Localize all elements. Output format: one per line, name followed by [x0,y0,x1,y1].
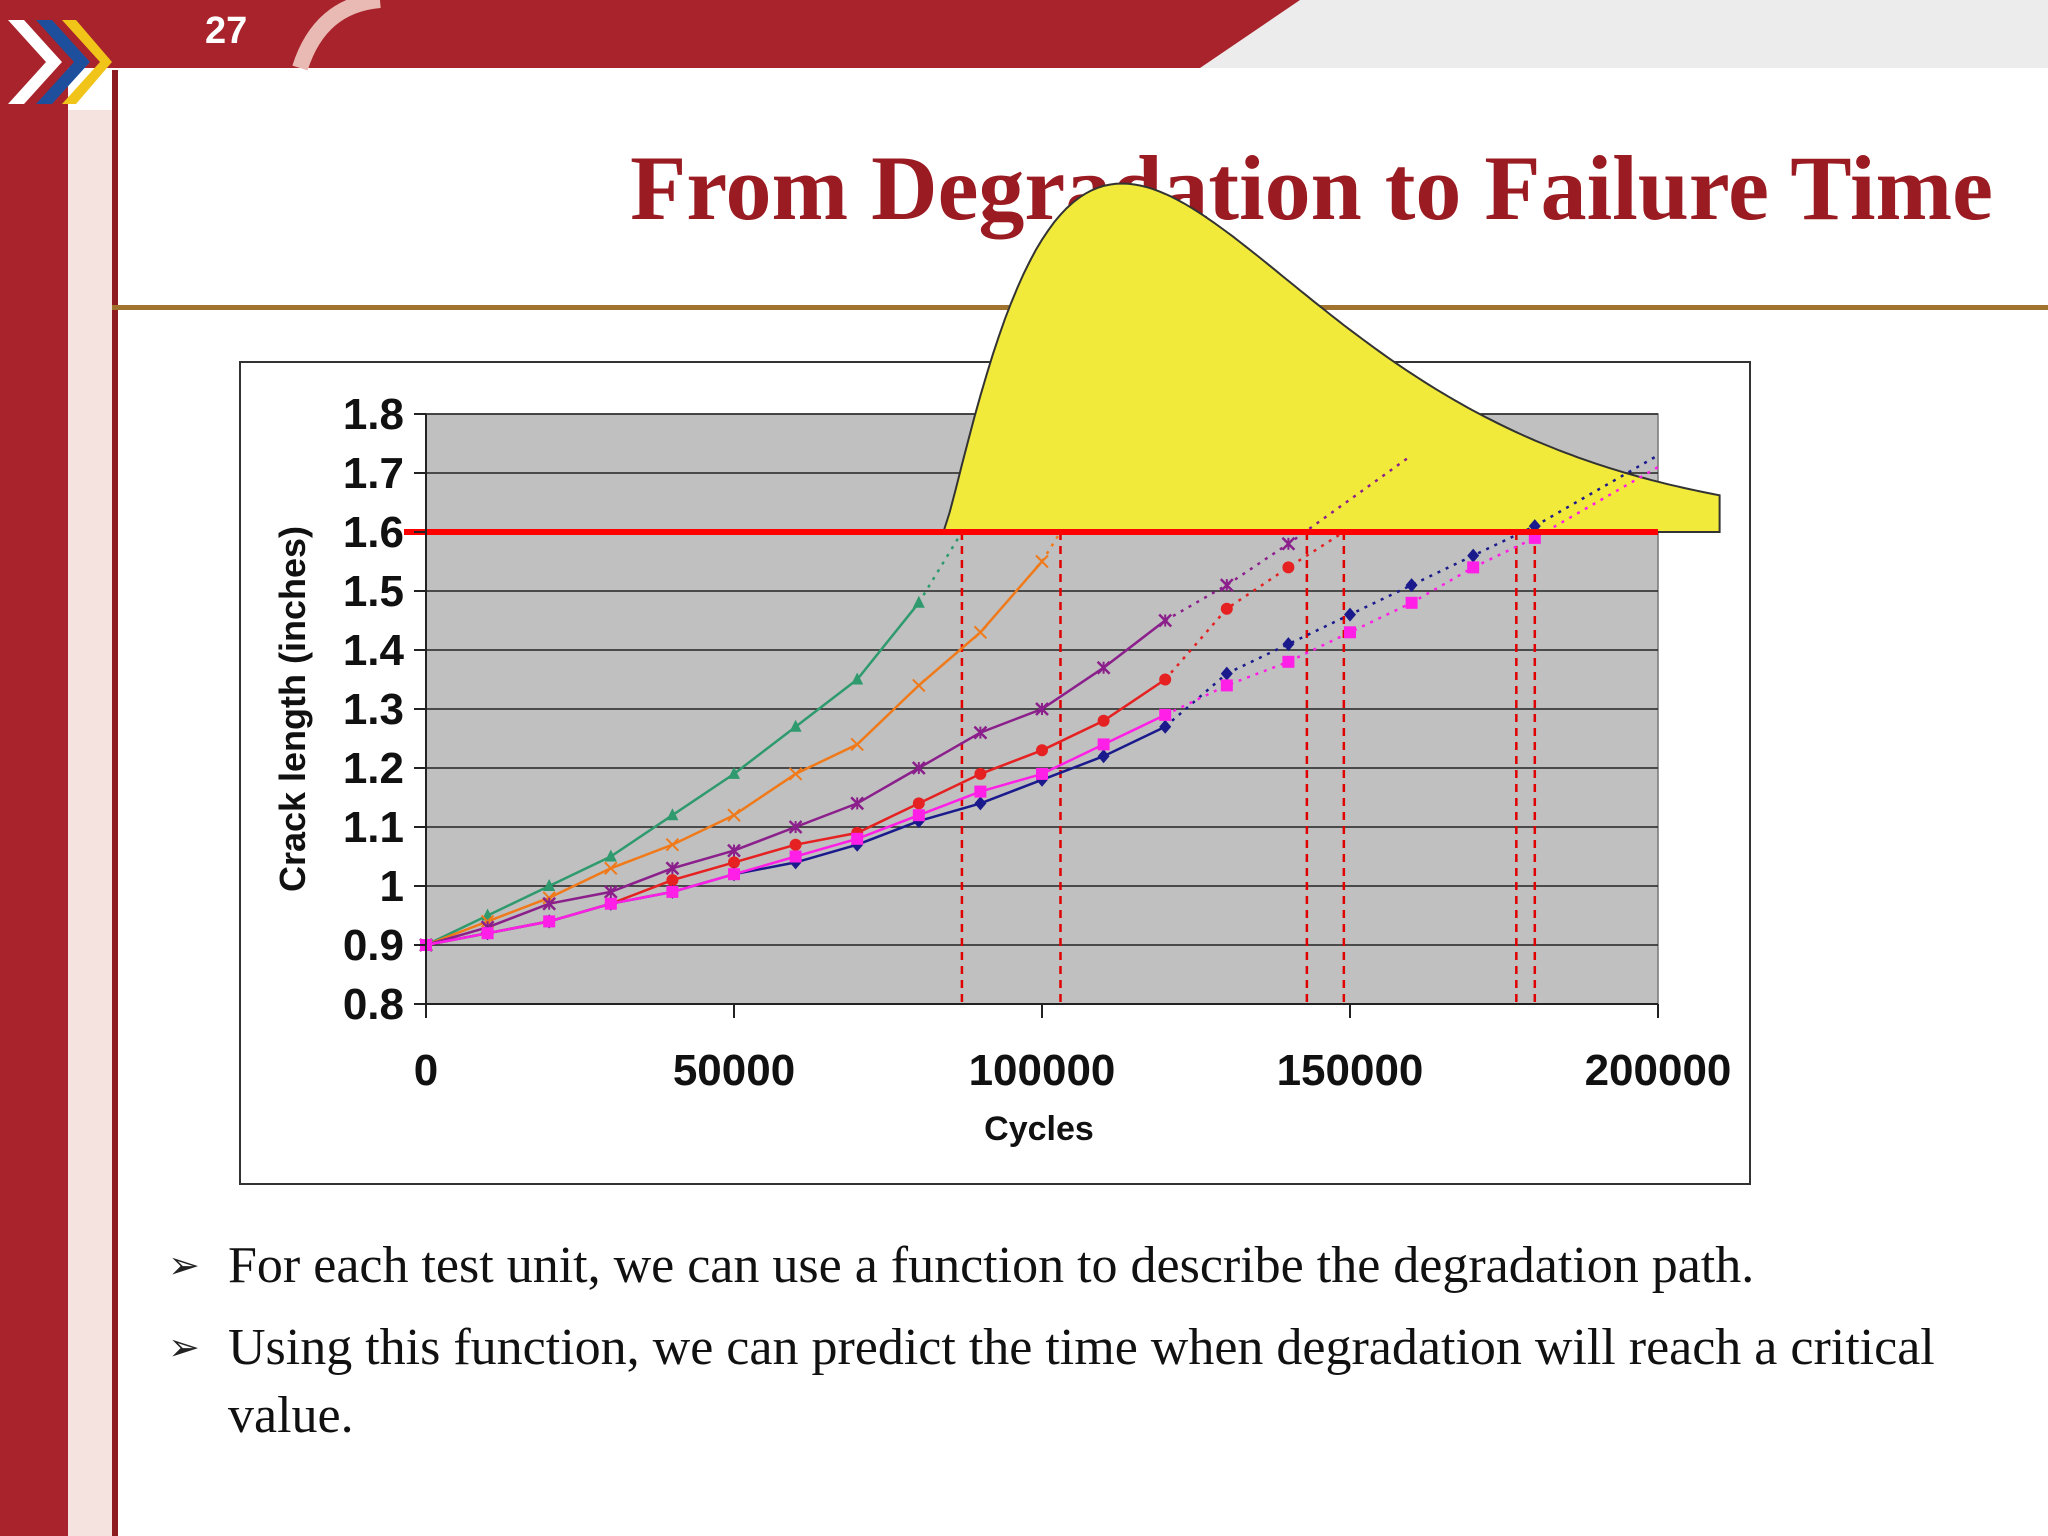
data-point [789,838,802,851]
slide-title: From Degradation to Failure Time [630,137,1993,239]
data-point [1467,561,1480,574]
bullet-text: For each test unit, we can use a functio… [228,1237,1755,1294]
x-tick-label: 50000 [673,1046,795,1095]
data-point [543,915,556,928]
data-point [851,832,864,845]
series-extrapolation [1164,466,1659,717]
data-point [912,678,926,693]
left-band-light [68,110,112,1536]
data-point [1159,673,1172,686]
left-band [0,0,68,1536]
data-point [666,808,679,821]
data-point [1405,596,1418,609]
data-point [604,861,618,876]
logo-chevrons-icon [8,20,112,104]
data-point [1036,744,1048,757]
arrowhead-bullet-icon: ➢ [168,1245,200,1287]
data-point [1036,767,1048,780]
arrowhead-bullet-icon: ➢ [168,1327,200,1369]
data-point [481,927,494,940]
axes: 0.8 0.9 1 1.1 1.2 1.3 1.4 1.5 1.6 1.7 1.8 0 50000 100… [343,390,1732,1095]
series-extrapolation [1040,531,1062,563]
x-axis-label: Cycles [984,1110,1094,1148]
data-point [666,885,679,898]
data-point [1344,626,1356,639]
y-tick-label: 1.8 [343,390,404,439]
x-tick-label: 150000 [1277,1046,1424,1095]
data-point [604,849,617,862]
y-tick-label: 1.1 [343,803,404,852]
left-band-line [112,70,118,1536]
y-tick-label: 1.7 [343,449,404,498]
bullet-item: ➢ Using this function, we can predict the… [160,1314,1980,1450]
data-point [789,850,802,863]
data-point [851,672,864,685]
top-banner [0,0,1430,68]
data-point [912,809,925,822]
data-point [1344,607,1356,622]
y-tick-label: 1.6 [343,508,404,557]
bullet-list: ➢ For each test unit, we can use a functi… [160,1232,1980,1464]
y-tick-label: 0.9 [343,921,404,970]
y-tick-label: 1 [380,862,404,911]
data-point [788,767,803,781]
data-point [728,868,740,881]
data-point [728,856,740,869]
x-tick-label: 200000 [1585,1046,1732,1095]
data-point [1405,578,1418,593]
data-point [1035,554,1049,569]
y-axis-label: Crack length (inches) [272,526,313,892]
failure-time-density [942,182,1721,533]
data-point [1282,561,1295,574]
y-tick-label: 1.5 [343,567,404,616]
data-point [850,737,864,752]
data-point [789,719,802,732]
data-point [543,879,556,891]
degradation-paths [419,454,1659,952]
x-tick-label: 100000 [969,1046,1116,1095]
data-point [1097,738,1110,751]
data-point [974,767,987,780]
series-extrapolation [1164,530,1345,681]
series-extrapolation [1164,454,1659,728]
bullet-item: ➢ For each test unit, we can use a functi… [160,1232,1980,1300]
y-tick-label: 1.3 [343,685,404,734]
data-point [1220,666,1233,681]
data-point [974,785,987,798]
data-point [728,766,740,779]
data-point [1097,714,1110,727]
data-point [1220,679,1233,692]
y-tick-label: 1.4 [343,626,405,675]
data-point [1282,637,1295,652]
data-point [1467,548,1480,563]
data-point [912,797,925,810]
failure-time-markers [960,532,1537,1004]
density-curve [942,182,1721,533]
series-path [420,466,1659,951]
data-point [1097,749,1110,764]
data-point [1220,602,1233,615]
y-tick-label: 1.2 [343,744,404,793]
x-tick-label: 0 [414,1046,438,1095]
data-point [665,837,680,852]
y-tick-label: 0.8 [343,980,404,1029]
data-point [973,625,988,640]
top-banner-fade [1200,0,2048,68]
top-banner-arc [292,0,381,71]
data-point [974,796,987,811]
data-point [666,874,679,887]
slide-number: 27 [205,10,248,52]
data-point [1159,719,1172,734]
data-point [1282,655,1295,668]
data-point [912,595,925,608]
bullet-text: Using this function, we can predict the … [228,1319,1935,1444]
series-extrapolation [1164,454,1413,622]
series-path [419,454,1413,952]
data-point [727,808,741,822]
data-point [604,897,617,910]
data-point [1159,708,1172,721]
